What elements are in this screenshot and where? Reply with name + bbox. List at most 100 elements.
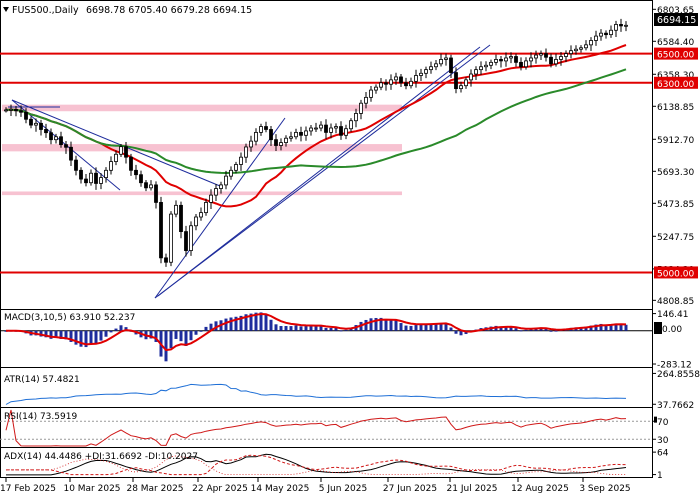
candle-bearish (154, 184, 158, 203)
macd-bar (79, 330, 83, 347)
candle-bullish (304, 130, 308, 136)
macd-bar (429, 323, 433, 331)
time-tick-label: 27 Jun 2025 (383, 484, 437, 494)
candle-bearish (64, 144, 68, 148)
candle-bullish (54, 136, 58, 141)
level-tag-box (654, 76, 698, 89)
candle-bullish (389, 79, 393, 85)
candle-bearish (139, 174, 143, 184)
candle-bullish (194, 216, 198, 227)
trend-line (154, 44, 491, 299)
candle-bullish (109, 161, 113, 171)
macd-bar (399, 323, 403, 331)
candle-bearish (19, 110, 23, 113)
macd-bar (439, 322, 443, 331)
candle-bullish (429, 66, 433, 71)
macd-signal-line (5, 312, 627, 352)
macd-bar (299, 326, 303, 331)
level-tag-label: 5000.00 (657, 269, 694, 279)
candle-bullish (314, 127, 318, 130)
macd-bar (164, 330, 168, 362)
candle-bearish (449, 57, 453, 73)
level-tag-box (654, 266, 698, 279)
candle-bullish (624, 24, 628, 27)
macd-bar (44, 330, 48, 338)
candle-bullish (379, 82, 383, 88)
adx-line (6, 453, 627, 476)
symbol-label: FUS500.,Daily (12, 5, 79, 16)
candle-bullish (494, 59, 498, 63)
macd-bar (509, 326, 513, 331)
resistance-zones (2, 104, 402, 196)
minus-di-line (6, 455, 626, 475)
collapse-triangle-icon[interactable] (3, 7, 9, 12)
candle-bearish (164, 257, 168, 263)
candle-bullish (574, 48, 578, 52)
macd-bar (594, 324, 598, 331)
macd-bar (39, 330, 43, 337)
candle-bullish (319, 124, 323, 129)
macd-bar (339, 330, 343, 332)
candle-bullish (534, 54, 538, 59)
candle-bullish (214, 188, 218, 196)
macd-bar (244, 314, 248, 331)
atr-pane (5, 383, 627, 405)
candle-bullish (9, 108, 13, 111)
candle-bearish (59, 136, 63, 146)
macd-bar (324, 327, 328, 331)
horizontal-levels (0, 52, 652, 274)
candle-bullish (209, 194, 213, 203)
macd-bar (514, 328, 518, 331)
candle-bullish (434, 63, 438, 68)
candle-bullish (414, 75, 418, 82)
candle-bullish (469, 73, 473, 81)
macd-bar (114, 328, 118, 331)
time-axis: 17 Feb 2025 10 Mar 2025 28 Mar 2025 22 Apr … (0, 478, 631, 494)
macd-bar (179, 330, 183, 342)
candle-bullish (609, 29, 613, 36)
candle-bullish (599, 32, 603, 37)
candle-bullish (89, 172, 93, 184)
rsi-line (5, 409, 627, 447)
price-tick-label: 6584.40 (657, 38, 694, 48)
macd-bar (519, 330, 523, 332)
macd-bar (54, 330, 58, 338)
candle-bullish (369, 89, 373, 98)
candle-bullish (104, 169, 108, 179)
candle-bullish (174, 204, 178, 215)
time-tick-label: 21 Jul 2025 (447, 484, 498, 494)
moving-average-slow-line (5, 68, 627, 175)
time-tick-label: 12 Aug 2025 (511, 484, 569, 494)
current-price-label: 6694.15 (657, 15, 696, 26)
macd-bar (314, 325, 318, 331)
candle-bullish (464, 79, 468, 87)
candle-bullish (354, 113, 358, 122)
candle-bearish (39, 122, 43, 130)
macd-bar (579, 327, 583, 331)
macd-bar (414, 325, 418, 331)
candle-bullish (284, 137, 288, 143)
candle-bearish (274, 139, 278, 146)
candle-bullish (439, 59, 443, 65)
candle-bullish (254, 131, 258, 142)
candle-bearish (179, 204, 183, 232)
trend-line (157, 46, 481, 297)
macd-bar (194, 330, 198, 335)
candle-bullish (294, 131, 298, 138)
macd-bar (319, 325, 323, 331)
candle-bullish (529, 57, 533, 62)
price-tick-label: 6138.85 (657, 103, 694, 113)
indicator-tick-label: 146.41 (657, 310, 689, 320)
macd-bar (419, 324, 423, 331)
macd-bar (274, 324, 278, 331)
candle-bearish (129, 156, 133, 171)
candle-bullish (99, 177, 103, 184)
candle-bullish (419, 72, 423, 76)
macd-zero-tag (654, 322, 662, 334)
macd-bar (234, 316, 238, 331)
rsi-title: RSI(14) 73.5919 (4, 412, 77, 422)
candle-bullish (584, 44, 588, 49)
candle-bullish (204, 202, 208, 214)
pane-frames (0, 0, 653, 478)
